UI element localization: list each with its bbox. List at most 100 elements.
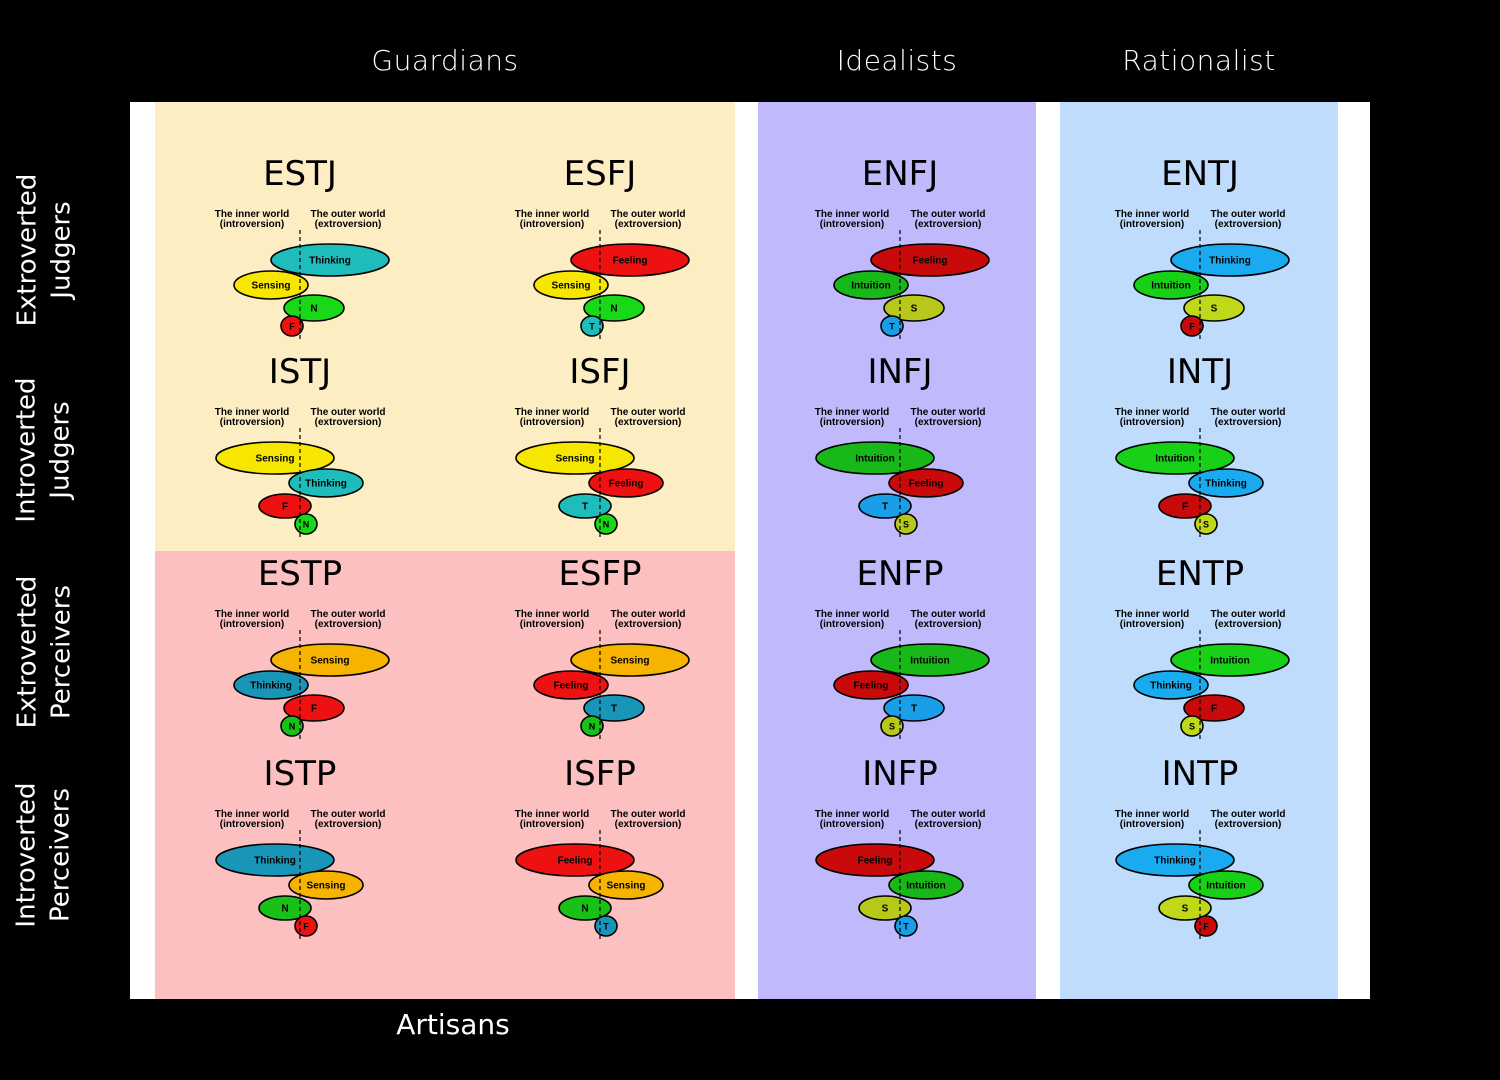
function-stack-diagram: The inner world(introversion) The outer w… [815,609,990,740]
tertiary-function-label: F [1211,704,1217,715]
inner-world-label: The inner world [215,609,289,620]
auxiliary-function-ellipse [1133,670,1209,700]
tertiary-function-ellipse [283,294,345,322]
dominant-function-label: Sensing [311,656,350,667]
auxiliary-function-label: Thinking [305,479,347,490]
type-card-esfp: ESFP The inner world (introversion) The out… [450,554,750,754]
inner-world-sublabel: (introversion) [1120,219,1184,230]
outer-world-sublabel: (extroversion) [615,819,682,830]
type-card-infp: INFP The inner world (introversion) The out… [750,754,1050,954]
type-card-isfj: ISFJ The inner world (introversion) The out… [450,352,750,552]
dominant-function-label: Intuition [1210,656,1249,667]
tertiary-function-ellipse [1183,694,1245,722]
tertiary-function-label: T [882,502,888,513]
type-code: INFP [862,754,938,794]
column-label-guardians: Guardians [371,44,519,77]
inferior-function-label: T [889,322,895,332]
outer-world-label: The outer world [911,809,986,820]
dominant-function-label: Intuition [855,454,894,465]
row-label-introverted-perceivers: Introverted Perceivers [12,782,77,928]
dominant-function-label: Sensing [611,656,650,667]
outer-world-sublabel: (extroversion) [1215,219,1282,230]
inner-world-label: The inner world [515,809,589,820]
inner-world-sublabel: (introversion) [1120,619,1184,630]
type-code: ISTP [263,754,337,794]
inferior-function-label: F [1189,322,1195,332]
dominant-function-ellipse [515,843,635,877]
function-stack-diagram: The inner world(introversion) The outer w… [215,407,386,538]
inferior-function-ellipse [580,315,604,337]
auxiliary-function-label: Thinking [1150,681,1192,692]
type-code: ESTP [257,554,343,594]
inner-world-sublabel: (introversion) [820,417,884,428]
tertiary-function-label: N [610,304,617,315]
tertiary-function-label: F [282,502,288,513]
auxiliary-function-ellipse [233,670,309,700]
inner-world-label: The inner world [1115,609,1189,620]
row-label-introverted-judgers: Introverted Judgers [12,377,77,523]
tertiary-function-label: N [581,904,588,915]
inner-world-label: The inner world [215,407,289,418]
outer-world-label: The outer world [311,209,386,220]
type-code: ISFP [564,754,636,794]
dominant-function-ellipse [215,843,335,877]
dominant-function-label: Thinking [1154,856,1196,867]
function-stack-diagram: The inner world(introversion) The outer w… [515,209,690,340]
auxiliary-function-label: Feeling [553,681,588,692]
inferior-function-ellipse [1180,715,1204,737]
tertiary-function-label: S [1182,904,1189,915]
auxiliary-function-ellipse [1133,270,1209,300]
inner-world-sublabel: (introversion) [520,417,584,428]
function-stack-diagram: The inner world(introversion) The outer w… [1115,609,1290,740]
dominant-function-label: Intuition [910,656,949,667]
outer-world-sublabel: (extroversion) [615,417,682,428]
function-stack-diagram: The inner world(introversion) The outer w… [515,809,686,940]
auxiliary-function-label: Intuition [1151,281,1190,292]
auxiliary-function-label: Sensing [607,881,646,892]
dominant-function-label: Feeling [612,256,647,267]
inner-world-label: The inner world [815,209,889,220]
type-grid-panel: ESTJ The inner world (introversion) The out… [130,102,1370,999]
outer-world-sublabel: (extroversion) [615,619,682,630]
tertiary-function-ellipse [858,895,912,921]
type-card-enfp: ENFP The inner world (introversion) The out… [750,554,1050,754]
outer-world-label: The outer world [311,407,386,418]
outer-world-sublabel: (extroversion) [915,417,982,428]
auxiliary-function-ellipse [588,468,664,498]
row-label-extroverted-judgers: Extroverted Judgers [12,173,76,327]
type-card-intj: INTJ The inner world (introversion) The out… [1050,352,1350,552]
type-code: ENFP [856,554,944,594]
outer-world-label: The outer world [1211,609,1286,620]
inner-world-label: The inner world [515,609,589,620]
inferior-function-label: S [1189,722,1195,732]
inferior-function-label: T [903,922,909,932]
dominant-function-label: Sensing [556,454,595,465]
dominant-function-label: Intuition [1155,454,1194,465]
inferior-function-label: F [1203,922,1209,932]
tertiary-function-label: S [1211,304,1218,315]
inner-world-label: The inner world [815,609,889,620]
inner-world-sublabel: (introversion) [220,619,284,630]
dominant-function-ellipse [1115,441,1235,475]
row-label-extroverted-perceivers: Extroverted Perceivers [12,575,76,729]
inner-world-label: The inner world [815,407,889,418]
inferior-function-ellipse [280,315,304,337]
tertiary-function-ellipse [558,895,612,921]
type-card-isfp: ISFP The inner world (introversion) The out… [450,754,750,954]
inner-world-label: The inner world [1115,407,1189,418]
inferior-function-label: S [889,722,895,732]
type-code: ESFJ [563,154,637,194]
tertiary-function-ellipse [583,294,645,322]
inner-world-sublabel: (introversion) [820,819,884,830]
inner-world-sublabel: (introversion) [1120,417,1184,428]
tertiary-function-label: S [882,904,889,915]
column-label-rationalist: Rationalist [1122,44,1276,77]
type-card-entp: ENTP The inner world (introversion) The out… [1050,554,1350,754]
auxiliary-function-ellipse [288,468,364,498]
tertiary-function-ellipse [283,694,345,722]
function-stack-diagram: The inner world(introversion) The outer w… [215,609,390,740]
function-stack-diagram: The inner world(introversion) The outer w… [1115,209,1290,340]
outer-world-sublabel: (extroversion) [315,219,382,230]
type-code: ESTJ [263,154,337,194]
tertiary-function-ellipse [883,694,945,722]
